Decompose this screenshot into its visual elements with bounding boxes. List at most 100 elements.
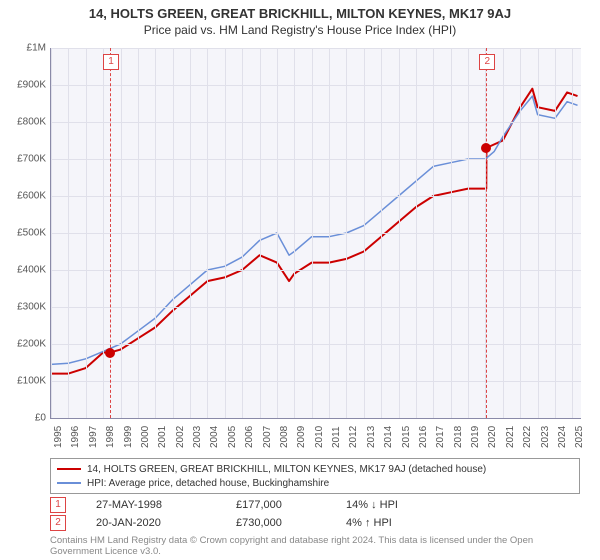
xtick-label: 2018: [453, 426, 464, 448]
trade-delta: 14% ↓ HPI: [346, 499, 398, 511]
gridline-v: [381, 48, 382, 418]
gridline-h: [51, 307, 581, 308]
xtick-label: 2002: [175, 426, 186, 448]
gridline-v: [190, 48, 191, 418]
xtick-label: 2013: [366, 426, 377, 448]
series-line-property: [51, 89, 578, 374]
trade-date: 20-JAN-2020: [96, 517, 206, 529]
xtick-label: 2016: [418, 426, 429, 448]
ytick-label: £900K: [17, 80, 46, 91]
gridline-v: [121, 48, 122, 418]
event-vline: [486, 48, 487, 418]
xtick-label: 2008: [279, 426, 290, 448]
legend-swatch-hpi: [57, 482, 81, 484]
trade-price: £730,000: [236, 517, 316, 529]
gridline-v: [294, 48, 295, 418]
ytick-label: £200K: [17, 339, 46, 350]
gridline-h: [51, 159, 581, 160]
legend: 14, HOLTS GREEN, GREAT BRICKHILL, MILTON…: [50, 458, 580, 494]
event-marker: 2: [479, 54, 495, 70]
gridline-v: [555, 48, 556, 418]
legend-label-property: 14, HOLTS GREEN, GREAT BRICKHILL, MILTON…: [87, 464, 486, 475]
gridline-v: [207, 48, 208, 418]
ytick-label: £800K: [17, 117, 46, 128]
xtick-label: 2014: [383, 426, 394, 448]
page-subtitle: Price paid vs. HM Land Registry's House …: [0, 23, 600, 37]
gridline-v: [225, 48, 226, 418]
xtick-label: 2001: [157, 426, 168, 448]
gridline-v: [68, 48, 69, 418]
gridline-h: [51, 48, 581, 49]
gridline-h: [51, 85, 581, 86]
ytick-label: £0: [35, 413, 46, 424]
ytick-label: £700K: [17, 154, 46, 165]
gridline-v: [572, 48, 573, 418]
gridline-v: [51, 48, 52, 418]
xtick-label: 2025: [574, 426, 585, 448]
event-dot: [481, 143, 491, 153]
gridline-v: [364, 48, 365, 418]
series-line-hpi: [51, 96, 578, 364]
xtick-label: 2011: [331, 426, 342, 448]
gridline-v: [103, 48, 104, 418]
gridline-v: [399, 48, 400, 418]
gridline-v: [260, 48, 261, 418]
gridline-v: [329, 48, 330, 418]
xtick-label: 2024: [557, 426, 568, 448]
xtick-label: 2020: [487, 426, 498, 448]
legend-swatch-property: [57, 468, 81, 470]
ytick-label: £1M: [27, 43, 46, 54]
xtick-label: 2023: [540, 426, 551, 448]
page-title: 14, HOLTS GREEN, GREAT BRICKHILL, MILTON…: [0, 0, 600, 21]
event-vline: [110, 48, 111, 418]
trade-row: 1 27-MAY-1998 £177,000 14% ↓ HPI: [50, 496, 580, 514]
xtick-label: 2000: [140, 426, 151, 448]
xtick-label: 2009: [296, 426, 307, 448]
xtick-label: 2022: [522, 426, 533, 448]
xtick-label: 2006: [244, 426, 255, 448]
xtick-label: 2012: [348, 426, 359, 448]
ytick-label: £400K: [17, 265, 46, 276]
gridline-v: [173, 48, 174, 418]
x-axis: 1995199619971998199920002001200220032004…: [50, 418, 580, 458]
gridline-v: [538, 48, 539, 418]
ytick-label: £100K: [17, 376, 46, 387]
xtick-label: 2003: [192, 426, 203, 448]
gridline-v: [86, 48, 87, 418]
xtick-label: 2021: [505, 426, 516, 448]
gridline-h: [51, 381, 581, 382]
trade-price: £177,000: [236, 499, 316, 511]
xtick-label: 2015: [401, 426, 412, 448]
trades-table: 127-MAY-1998£177,00014% ↓ HPI220-JAN-202…: [50, 496, 580, 532]
xtick-label: 1999: [123, 426, 134, 448]
ytick-label: £300K: [17, 302, 46, 313]
gridline-h: [51, 344, 581, 345]
legend-row-hpi: HPI: Average price, detached house, Buck…: [57, 476, 573, 490]
trade-row: 220-JAN-2020£730,0004% ↑ HPI: [50, 514, 580, 532]
gridline-v: [468, 48, 469, 418]
gridline-v: [520, 48, 521, 418]
gridline-v: [503, 48, 504, 418]
gridline-v: [242, 48, 243, 418]
gridline-h: [51, 122, 581, 123]
trade-marker: 1: [50, 497, 66, 513]
xtick-label: 1995: [53, 426, 64, 448]
xtick-label: 2005: [227, 426, 238, 448]
gridline-v: [416, 48, 417, 418]
gridline-v: [155, 48, 156, 418]
trade-delta: 4% ↑ HPI: [346, 517, 392, 529]
footer-text: Contains HM Land Registry data © Crown c…: [50, 536, 580, 558]
gridline-h: [51, 270, 581, 271]
ytick-label: £500K: [17, 228, 46, 239]
gridline-v: [451, 48, 452, 418]
xtick-label: 2004: [209, 426, 220, 448]
event-marker: 1: [103, 54, 119, 70]
gridline-v: [346, 48, 347, 418]
trade-date: 27-MAY-1998: [96, 499, 206, 511]
xtick-label: 2010: [314, 426, 325, 448]
xtick-label: 2019: [470, 426, 481, 448]
legend-row-property: 14, HOLTS GREEN, GREAT BRICKHILL, MILTON…: [57, 462, 573, 476]
gridline-v: [433, 48, 434, 418]
xtick-label: 1997: [88, 426, 99, 448]
gridline-h: [51, 233, 581, 234]
